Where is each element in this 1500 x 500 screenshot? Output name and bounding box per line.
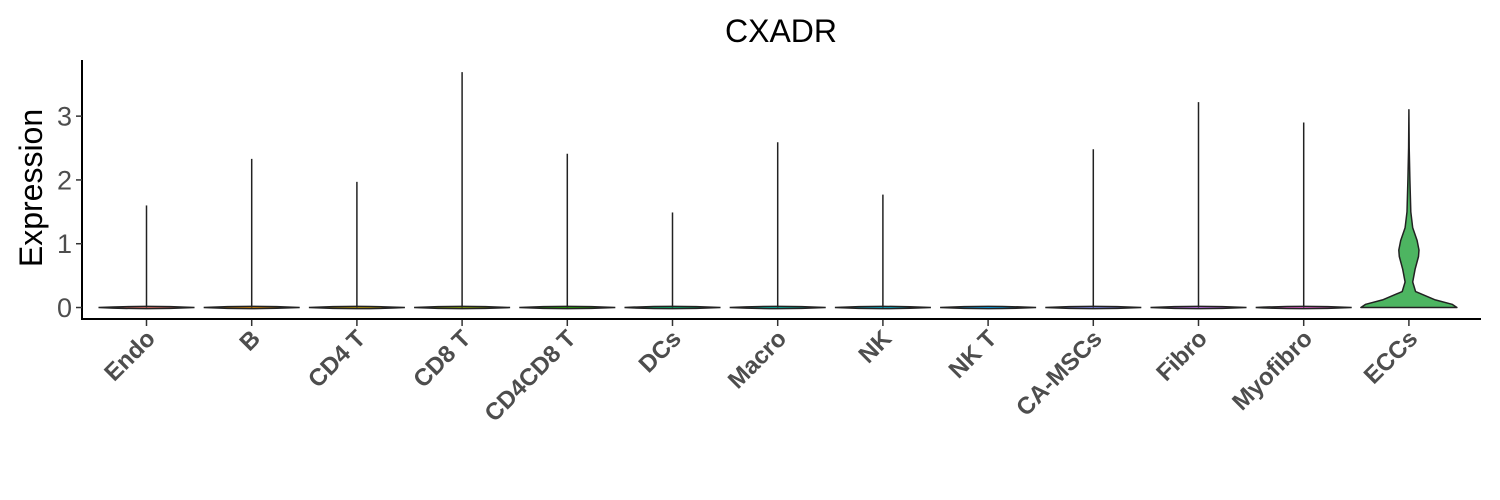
violin-nk-t [940, 305, 1037, 310]
y-tick-label-3: 3 [57, 102, 72, 132]
x-tick-label-nk: NK [854, 325, 898, 369]
y-tick-label-0: 0 [57, 293, 72, 323]
violin-endo [98, 205, 195, 310]
violin-myofibro [1255, 122, 1352, 310]
violin-nk [834, 194, 931, 310]
chart-title: CXADR [725, 13, 837, 49]
x-tick-label-eccs: ECCs [1359, 325, 1423, 389]
y-tick-label-1: 1 [57, 229, 72, 259]
violin-macro [729, 142, 826, 310]
y-axis-label: Expression [13, 109, 49, 267]
y-ticks-group: 0 1 2 3 [57, 102, 82, 323]
x-ticks-group: Endo B CD4 T CD8 T CD4CD8 T DCs Macro NK NK T CA-… [99, 320, 1423, 427]
violin-cd4cd8-t [519, 153, 616, 310]
x-tick-label-cd4cd8-t: CD4CD8 T [479, 325, 581, 427]
x-tick-label-macro: Macro [723, 325, 792, 394]
violins-group [98, 72, 1458, 310]
violin-b [203, 158, 300, 310]
x-tick-label-endo: Endo [99, 325, 161, 387]
x-tick-label-cd8-t: CD8 T [408, 325, 476, 393]
violin-cd8-t [414, 72, 511, 310]
violin-eccs [1360, 109, 1458, 309]
y-tick-label-2: 2 [57, 165, 72, 195]
violin-cd4-t [308, 181, 405, 310]
x-tick-label-dcs: DCs [634, 325, 687, 378]
x-tick-label-myofibro: Myofibro [1227, 325, 1318, 416]
violin-fibro [1150, 102, 1247, 310]
violin-base-nk-t [940, 305, 1037, 310]
x-tick-label-cd4-t: CD4 T [303, 325, 371, 393]
x-tick-label-nk-t: NK T [944, 325, 1003, 384]
violin-dcs [624, 212, 721, 310]
x-tick-label-fibro: Fibro [1151, 325, 1213, 387]
x-tick-label-b: B [235, 325, 266, 356]
x-tick-label-ca-mscs: CA-MSCs [1011, 325, 1107, 421]
violin-ca-mscs [1045, 149, 1142, 310]
violin-body-eccs [1360, 109, 1458, 309]
